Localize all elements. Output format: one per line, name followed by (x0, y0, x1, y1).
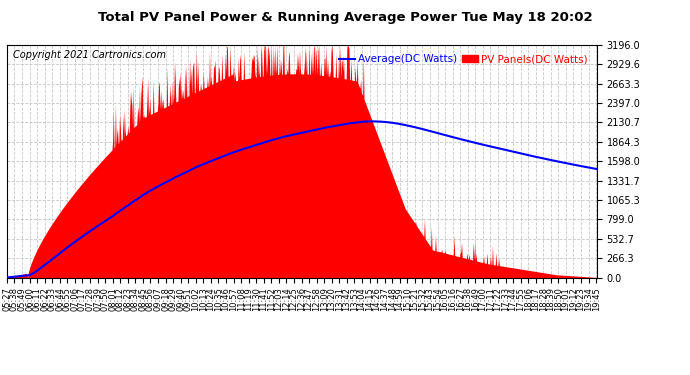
Text: Copyright 2021 Cartronics.com: Copyright 2021 Cartronics.com (13, 50, 166, 60)
Legend: Average(DC Watts), PV Panels(DC Watts): Average(DC Watts), PV Panels(DC Watts) (335, 50, 591, 69)
Text: Total PV Panel Power & Running Average Power Tue May 18 20:02: Total PV Panel Power & Running Average P… (98, 11, 592, 24)
